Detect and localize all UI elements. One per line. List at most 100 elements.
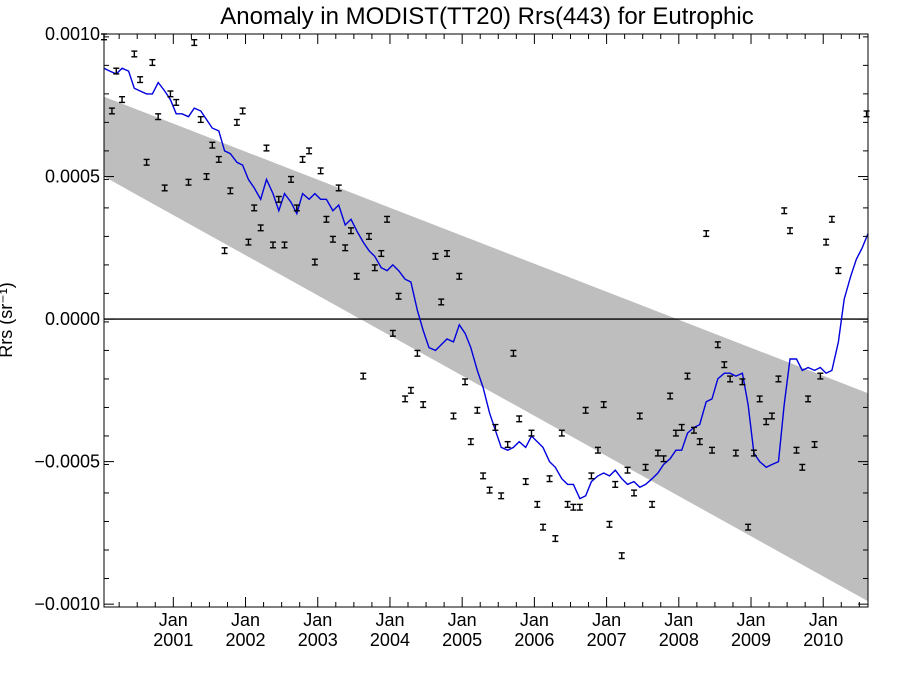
error-bar-point: [329, 235, 336, 243]
error-bar-point: [432, 252, 439, 260]
error-bar-point: [492, 423, 499, 431]
error-bar-point: [750, 449, 757, 457]
x-tick-label-month: Jan: [809, 610, 838, 630]
error-bar-point: [462, 378, 469, 386]
error-bar-point: [546, 475, 553, 483]
x-tick-label-month: Jan: [448, 610, 477, 630]
error-bar-point: [811, 440, 818, 449]
x-axis: Jan2001Jan2002Jan2003Jan2004Jan2005Jan20…: [118, 34, 860, 650]
error-bar-point: [534, 500, 541, 508]
error-bar-point: [221, 247, 228, 255]
error-bar-point: [618, 552, 625, 560]
error-bar-point: [353, 272, 360, 280]
error-bar-point: [660, 455, 667, 463]
error-bar-point: [504, 440, 511, 449]
error-bar-point: [227, 187, 234, 195]
y-axis-label: Rrs (sr⁻¹): [0, 282, 16, 357]
error-bar-point: [863, 110, 870, 118]
error-bar-point: [360, 372, 367, 380]
error-bar-point: [155, 113, 162, 121]
error-bar-point: [498, 492, 505, 500]
error-bar-point: [805, 395, 812, 403]
error-bar-point: [528, 429, 535, 437]
y-tick-label: 0.0000: [45, 309, 100, 329]
error-bar-point: [570, 503, 577, 511]
error-bar-point: [612, 480, 619, 488]
x-tick-label-year: 2003: [298, 630, 338, 650]
series-layer: [101, 33, 870, 560]
x-tick-label-year: 2004: [370, 630, 410, 650]
error-bar-point: [438, 298, 445, 306]
error-bar-point: [732, 449, 739, 457]
error-bar-point: [311, 258, 318, 266]
error-bar-point: [510, 349, 517, 357]
error-bar-point: [756, 395, 763, 403]
error-bar-point: [233, 118, 240, 126]
error-bar-point: [293, 204, 300, 212]
x-tick-label-month: Jan: [303, 610, 332, 630]
error-bar-point: [288, 175, 295, 183]
error-bar-point: [516, 415, 523, 423]
error-bar-point: [763, 418, 770, 426]
error-bar-point: [191, 39, 198, 47]
error-bar-point: [275, 195, 282, 203]
error-bar-point: [828, 215, 835, 223]
plot-frame: [103, 33, 869, 608]
x-tick-label-month: Jan: [159, 610, 188, 630]
error-bar-point: [167, 90, 174, 98]
y-tick-label: −0.0005: [34, 452, 100, 472]
error-bar-point: [335, 184, 342, 192]
confidence-band-layer: [104, 96, 868, 602]
error-bar-point: [306, 147, 313, 155]
error-bar-point: [342, 244, 349, 252]
x-tick-label-year: 2007: [587, 630, 627, 650]
error-bar-point: [594, 446, 601, 454]
error-bar-point: [823, 238, 830, 246]
error-bar-point: [251, 204, 258, 212]
error-bar-point: [173, 98, 180, 106]
x-tick-label-month: Jan: [592, 610, 621, 630]
error-bar-point: [486, 486, 493, 494]
error-bar-point: [245, 238, 252, 246]
error-bar-point: [552, 535, 559, 543]
x-tick-label-year: 2005: [442, 630, 482, 650]
error-bar-point: [817, 372, 824, 380]
error-bar-point: [149, 58, 156, 67]
y-tick-label: 0.0010: [45, 24, 100, 44]
error-bar-point: [384, 215, 391, 223]
error-bar-point: [480, 472, 487, 480]
x-tick-label-year: 2009: [731, 630, 771, 650]
error-bar-point: [721, 361, 728, 369]
error-bar-point: [143, 158, 150, 166]
error-bar-point: [714, 341, 721, 349]
y-tick-label: 0.0005: [45, 167, 100, 187]
error-bar-point: [347, 227, 354, 235]
x-tick-label-year: 2010: [803, 630, 843, 650]
error-bar-point: [197, 115, 204, 124]
error-bar-point: [137, 76, 144, 84]
x-tick-label-month: Jan: [375, 610, 404, 630]
error-bar-point: [263, 144, 270, 152]
error-bar-point: [576, 503, 583, 511]
error-bar-point: [371, 264, 378, 272]
x-tick-label-year: 2006: [514, 630, 554, 650]
error-bar-point: [672, 429, 679, 437]
error-bar-point: [835, 267, 842, 275]
error-bar-point: [540, 523, 547, 531]
error-bar-point: [450, 412, 457, 420]
error-bar-point: [378, 249, 385, 258]
error-bar-point: [787, 227, 794, 235]
error-bar-point: [606, 520, 613, 528]
x-tick-label-month: Jan: [664, 610, 693, 630]
error-bar-point: [709, 446, 716, 454]
error-bar-point: [317, 167, 324, 175]
error-bar-point: [667, 392, 674, 400]
error-bar-point: [678, 423, 685, 431]
x-tick-label-month: Jan: [520, 610, 549, 630]
error-bar-point: [119, 96, 126, 104]
y-axis: 0.0010 0.0005 0.0000 −0.0005 −0.0010: [34, 24, 868, 614]
error-bar-point: [768, 412, 775, 420]
error-bar-point: [108, 107, 115, 115]
error-bar-point: [558, 429, 565, 437]
